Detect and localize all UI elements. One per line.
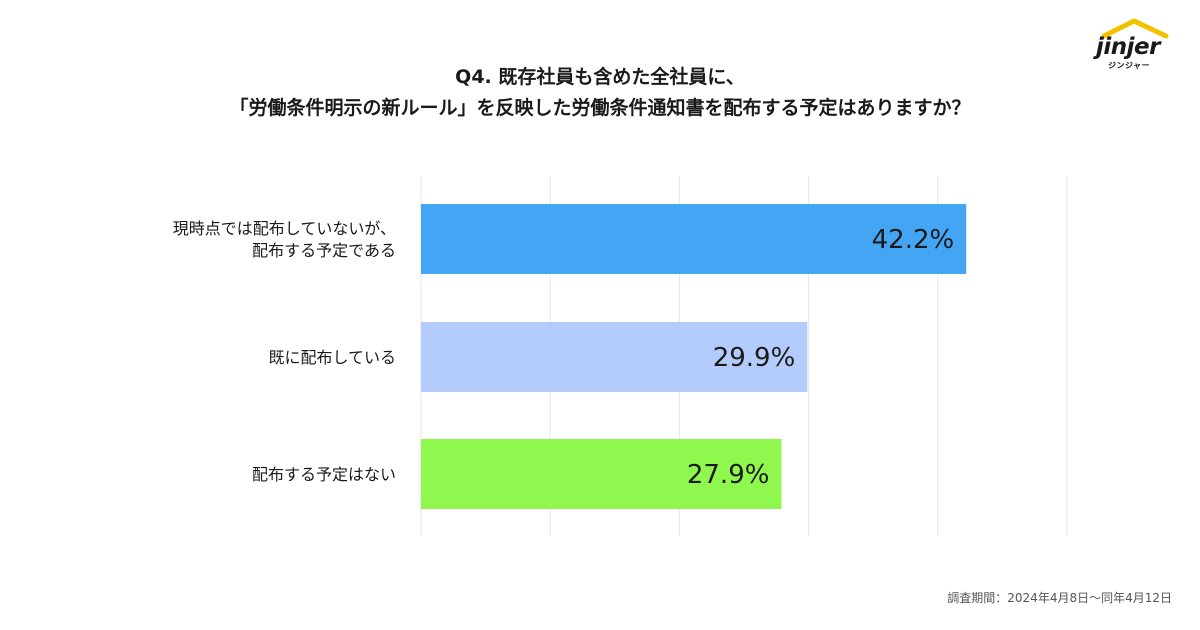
house-roof-icon <box>1101 18 1169 39</box>
chart-title-line-1: Q4. 既存社員も含めた全社員に、 <box>455 66 745 88</box>
chart-title-line-2: 「労働条件明示の新ルール」を反映した労働条件通知書を配布する予定はありますか？ <box>229 97 971 119</box>
bar-value-label: 42.2% <box>872 225 955 255</box>
chart-title: Q4. 既存社員も含めた全社員に、 「労働条件明示の新ルール」を反映した労働条件… <box>0 62 1200 124</box>
survey-period-note: 調査期間：2024年4月8日〜同年4月12日 <box>947 591 1172 605</box>
category-label: 現時点では配布していないが、 <box>173 219 396 238</box>
bar-value-label: 29.9% <box>713 343 796 373</box>
category-label: 既に配布している <box>268 348 396 367</box>
bar <box>421 322 808 392</box>
bar-value-label: 27.9% <box>687 460 770 490</box>
bar <box>421 204 967 274</box>
bar <box>421 439 782 509</box>
category-label: 配布する予定である <box>252 241 396 260</box>
category-label: 配布する予定はない <box>252 465 396 484</box>
brand-logo: jinjer ジンジャー <box>1090 16 1180 74</box>
logo-subtitle: ジンジャー <box>1108 61 1151 70</box>
logo-wordmark: jinjer <box>1096 34 1160 60</box>
